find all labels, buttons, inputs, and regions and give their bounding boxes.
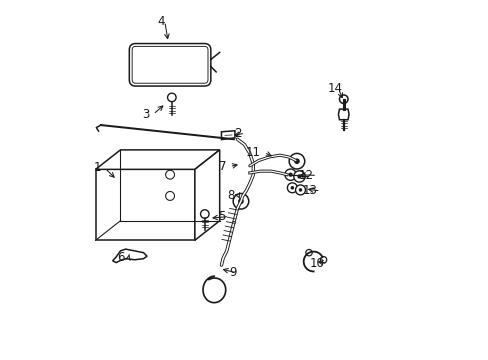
Text: 13: 13 (302, 184, 317, 198)
Circle shape (287, 183, 297, 193)
Circle shape (233, 193, 248, 209)
Circle shape (285, 169, 296, 180)
Text: 12: 12 (298, 169, 313, 182)
Circle shape (167, 93, 176, 102)
Polygon shape (338, 109, 348, 120)
Polygon shape (195, 150, 219, 240)
Circle shape (238, 198, 244, 204)
Text: 10: 10 (309, 257, 324, 270)
Circle shape (297, 174, 301, 179)
Circle shape (288, 172, 292, 177)
Text: 4: 4 (157, 15, 164, 28)
Circle shape (288, 153, 304, 169)
Circle shape (298, 188, 302, 192)
Text: 7: 7 (218, 160, 225, 173)
Circle shape (293, 158, 299, 164)
Polygon shape (221, 131, 234, 140)
Circle shape (293, 171, 305, 182)
Text: 5: 5 (218, 210, 225, 223)
Polygon shape (96, 150, 219, 169)
Circle shape (200, 210, 209, 218)
Text: 8: 8 (227, 189, 234, 202)
FancyBboxPatch shape (129, 44, 210, 86)
Circle shape (290, 186, 293, 190)
Circle shape (295, 185, 305, 195)
Text: 14: 14 (326, 82, 342, 95)
Polygon shape (96, 169, 195, 240)
Text: 3: 3 (142, 108, 149, 121)
Text: 1: 1 (93, 161, 101, 174)
Text: 6: 6 (117, 251, 125, 264)
Circle shape (339, 95, 347, 103)
Text: 11: 11 (245, 146, 260, 159)
Polygon shape (112, 249, 147, 262)
Text: 2: 2 (234, 127, 241, 140)
Text: 9: 9 (229, 266, 236, 279)
